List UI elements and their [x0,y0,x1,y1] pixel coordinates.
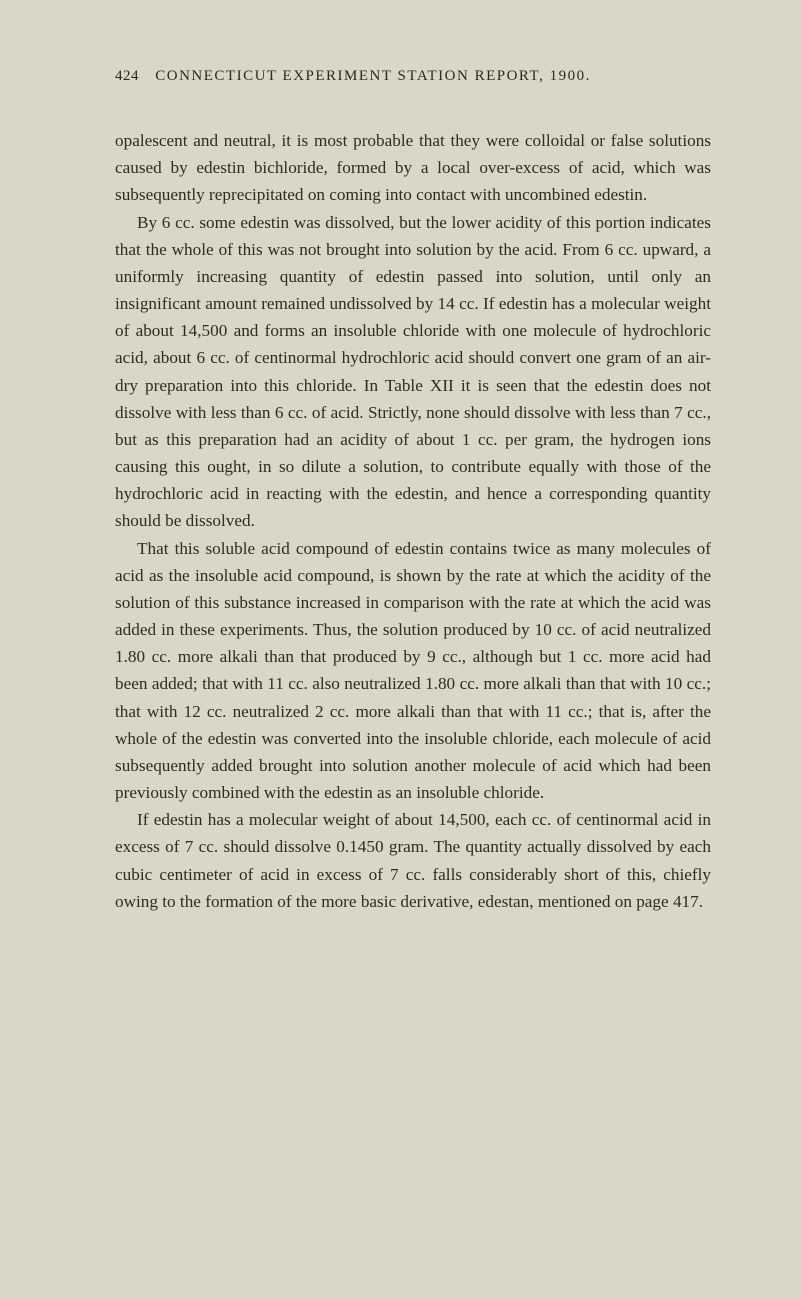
page-number: 424 [115,68,139,84]
paragraph-3: That this soluble acid compound of edest… [115,535,711,807]
paragraph-2: By 6 cc. some edestin was dissolved, but… [115,209,711,535]
paragraph-1: opalescent and neutral, it is most proba… [115,127,711,209]
page-header: 424 CONNECTICUT EXPERIMENT STATION REPOR… [115,68,711,85]
body-text: opalescent and neutral, it is most proba… [115,127,711,915]
header-title: CONNECTICUT EXPERIMENT STATION REPORT, 1… [155,68,591,84]
paragraph-4: If edestin has a molecular weight of abo… [115,806,711,915]
